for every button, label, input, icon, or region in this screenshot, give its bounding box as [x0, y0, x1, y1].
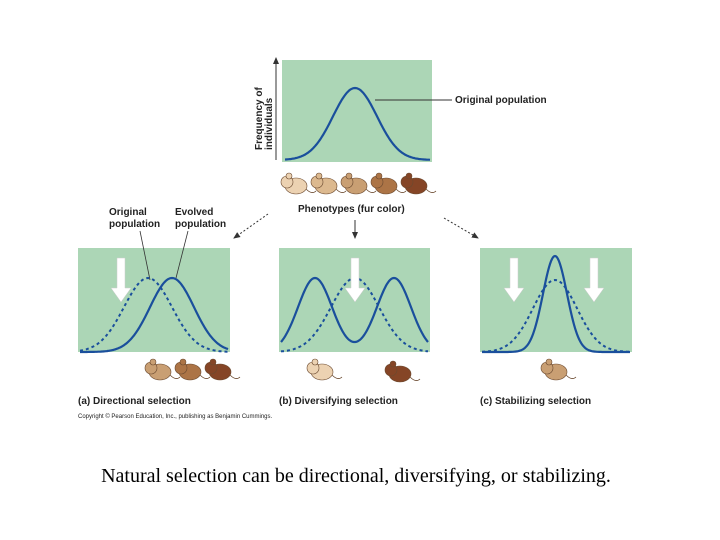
- mouse-ear: [285, 172, 293, 180]
- mouse-tail: [199, 374, 211, 379]
- top-panel: [282, 60, 432, 162]
- x-axis-label: Phenotypes (fur color): [298, 204, 405, 215]
- original-label: population: [109, 219, 160, 230]
- y-axis-label: Frequency of: [254, 87, 265, 150]
- mouse-tail: [425, 188, 437, 193]
- mouse-tail: [395, 188, 407, 193]
- dotted-curve: [482, 278, 631, 353]
- caption: Natural selection can be directional, di…: [101, 465, 611, 487]
- arrow: [233, 213, 269, 239]
- copyright: Copyright © Pearson Education, Inc., pub…: [78, 413, 273, 420]
- mouse-tail: [331, 374, 343, 379]
- selection-arrow: [110, 257, 132, 303]
- pointer: [139, 230, 151, 281]
- evolved-label: Evolved: [175, 207, 213, 218]
- mouse-ear: [179, 358, 187, 366]
- y-axis-label: individuals: [264, 97, 275, 150]
- curve: [280, 276, 429, 344]
- dotted-curve: [79, 276, 228, 353]
- curve: [285, 86, 431, 161]
- arrow: [443, 217, 479, 239]
- mouse-ear: [311, 358, 319, 366]
- mouse-tail: [565, 374, 577, 379]
- mouse-ear: [345, 172, 353, 180]
- original-label: Original: [109, 207, 147, 218]
- panel-label: (b) Diversifying selection: [279, 396, 398, 407]
- mouse-tail: [169, 374, 181, 379]
- curve: [482, 254, 630, 354]
- mouse-ear: [405, 172, 413, 180]
- panel-label: (a) Directional selection: [78, 396, 191, 407]
- mouse-ear: [375, 172, 383, 180]
- mouse-tail: [365, 188, 377, 193]
- mouse-ear: [315, 172, 323, 180]
- mouse-tail: [409, 376, 421, 381]
- mouse-tail: [305, 188, 317, 193]
- mouse-tail: [335, 188, 347, 193]
- mouse-ear: [149, 358, 157, 366]
- selection-arrow: [503, 257, 525, 303]
- mouse-tail: [229, 374, 241, 379]
- mouse-ear: [209, 358, 217, 366]
- mouse-ear: [545, 358, 553, 366]
- pointer: [175, 230, 189, 279]
- curve: [80, 276, 229, 354]
- panel-label: (c) Stabilizing selection: [480, 396, 591, 407]
- curve-label: Original population: [455, 95, 547, 106]
- evolved-label: population: [175, 219, 226, 230]
- panel-c: [480, 248, 632, 352]
- mouse-ear: [389, 360, 397, 368]
- selection-arrow: [583, 257, 605, 303]
- selection-arrow: [344, 257, 366, 303]
